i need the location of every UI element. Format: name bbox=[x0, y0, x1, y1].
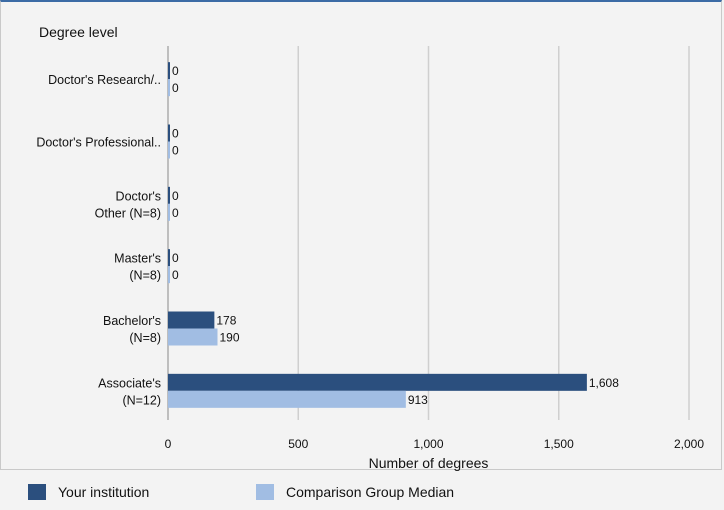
data-label: 0 bbox=[172, 189, 179, 203]
category-label: Associate's bbox=[98, 376, 161, 390]
category-label: Doctor's Research/.. bbox=[48, 73, 161, 87]
data-label: 0 bbox=[172, 127, 179, 141]
degree-level-bar-chart: Degree level Doctor's Research/.. 0 0 Doctor… bbox=[36, 24, 704, 471]
category-label: Doctor's bbox=[116, 189, 161, 203]
bar bbox=[168, 124, 170, 142]
category-label: Doctor's Professional.. bbox=[36, 136, 161, 150]
category-label: Bachelor's bbox=[103, 314, 161, 328]
category-label: (N=8) bbox=[129, 331, 161, 345]
category-label: (N=8) bbox=[129, 269, 161, 283]
x-axis-label: Number of degrees bbox=[369, 455, 489, 471]
x-tick-label: 500 bbox=[288, 437, 308, 451]
data-label: 913 bbox=[408, 393, 428, 407]
chart-title: Degree level bbox=[39, 24, 118, 40]
data-label: 0 bbox=[172, 206, 179, 220]
category-label: Other (N=8) bbox=[95, 206, 161, 220]
x-tick-label: 0 bbox=[165, 437, 172, 451]
data-label: 0 bbox=[172, 251, 179, 265]
bar bbox=[168, 203, 170, 221]
legend-label-comparison-group-median: Comparison Group Median bbox=[286, 484, 455, 500]
bar bbox=[168, 186, 170, 204]
data-label: 1,608 bbox=[589, 376, 619, 390]
bar bbox=[168, 249, 170, 267]
legend-swatch-comparison-group-median bbox=[256, 484, 274, 500]
data-label: 0 bbox=[172, 144, 179, 158]
category-label: (N=12) bbox=[122, 393, 161, 407]
bar bbox=[168, 328, 218, 346]
data-label: 190 bbox=[219, 331, 239, 345]
x-tick-label: 2,000 bbox=[674, 437, 704, 451]
data-label: 0 bbox=[172, 64, 179, 78]
data-label: 178 bbox=[216, 314, 236, 328]
x-tick-label: 1,500 bbox=[544, 437, 574, 451]
bar bbox=[168, 373, 587, 391]
chart-frame: Degree level Doctor's Research/.. 0 0 Doctor… bbox=[0, 0, 722, 471]
chart-legend: Your institution Comparison Group Median bbox=[0, 474, 724, 510]
data-label: 0 bbox=[172, 268, 179, 282]
legend-item-comparison-group-median: Comparison Group Median bbox=[256, 484, 454, 500]
legend-swatch-your-institution bbox=[28, 484, 46, 500]
bar bbox=[168, 311, 215, 329]
bar bbox=[168, 62, 170, 80]
bar bbox=[168, 79, 170, 97]
data-label: 0 bbox=[172, 81, 179, 95]
legend-label-your-institution: Your institution bbox=[58, 484, 150, 500]
category-label: Master's bbox=[114, 252, 161, 266]
legend-item-your-institution: Your institution bbox=[28, 484, 149, 500]
bar bbox=[168, 141, 170, 159]
bar bbox=[168, 390, 406, 408]
x-tick-label: 1,000 bbox=[413, 437, 443, 451]
bar bbox=[168, 266, 170, 284]
